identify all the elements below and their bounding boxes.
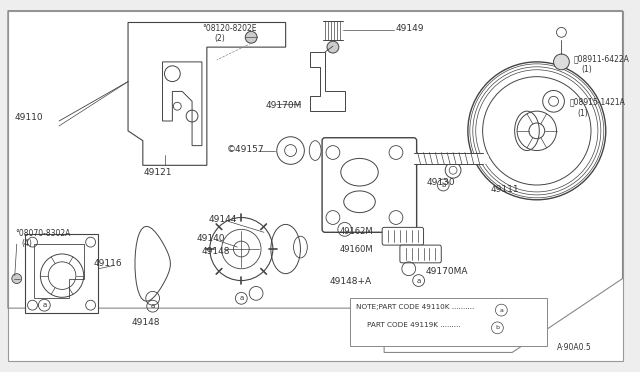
Circle shape (327, 41, 339, 53)
Text: a: a (499, 308, 503, 312)
Text: ⓜ08915-1421A: ⓜ08915-1421A (570, 97, 625, 106)
Text: PART CODE 49119K .........: PART CODE 49119K ......... (367, 322, 461, 328)
Circle shape (245, 31, 257, 43)
Text: a: a (417, 278, 420, 283)
Text: (1): (1) (581, 65, 592, 74)
Bar (24, 234, 99, 313)
Text: ©49157: ©49157 (227, 145, 264, 154)
Text: NOTE;PART CODE 49110K ..........: NOTE;PART CODE 49110K .......... (356, 304, 474, 310)
Bar (349, 298, 547, 346)
Text: 49121: 49121 (143, 168, 172, 177)
FancyBboxPatch shape (382, 227, 424, 245)
Text: 49140: 49140 (197, 234, 225, 243)
FancyBboxPatch shape (322, 138, 417, 232)
Text: 49162M: 49162M (340, 227, 374, 236)
FancyBboxPatch shape (400, 245, 441, 263)
Circle shape (468, 62, 606, 200)
Text: (2): (2) (215, 34, 225, 43)
Text: 49110: 49110 (15, 113, 44, 122)
Circle shape (210, 218, 273, 280)
Circle shape (12, 274, 22, 283)
Polygon shape (310, 52, 345, 111)
Polygon shape (128, 22, 285, 165)
Polygon shape (163, 62, 202, 145)
Text: 49148+A: 49148+A (330, 277, 372, 286)
Text: °08070-8302A: °08070-8302A (15, 230, 70, 238)
Text: 49144: 49144 (209, 215, 237, 224)
Text: ⓝ08911-6422A: ⓝ08911-6422A (573, 54, 629, 63)
Text: 49170MA: 49170MA (426, 267, 468, 276)
Text: 49130: 49130 (427, 178, 456, 187)
Text: b: b (441, 182, 445, 188)
Text: 49148: 49148 (132, 318, 160, 327)
Text: 49148: 49148 (202, 247, 230, 256)
Text: 49116: 49116 (93, 259, 122, 268)
Text: (4): (4) (22, 239, 33, 248)
Text: a: a (150, 303, 155, 309)
Text: (1): (1) (577, 109, 588, 118)
Text: a: a (42, 302, 47, 308)
Text: 49149: 49149 (396, 25, 424, 33)
Text: a: a (239, 295, 243, 301)
Circle shape (529, 123, 545, 139)
Text: 49160M: 49160M (340, 245, 374, 254)
Text: b: b (495, 326, 499, 330)
Polygon shape (135, 226, 170, 301)
Circle shape (554, 54, 570, 70)
Text: A·90A0.5: A·90A0.5 (557, 343, 591, 352)
Text: °08120-8202E: °08120-8202E (202, 25, 257, 33)
Text: 49111: 49111 (490, 185, 519, 194)
Text: 49170M: 49170M (266, 101, 302, 110)
